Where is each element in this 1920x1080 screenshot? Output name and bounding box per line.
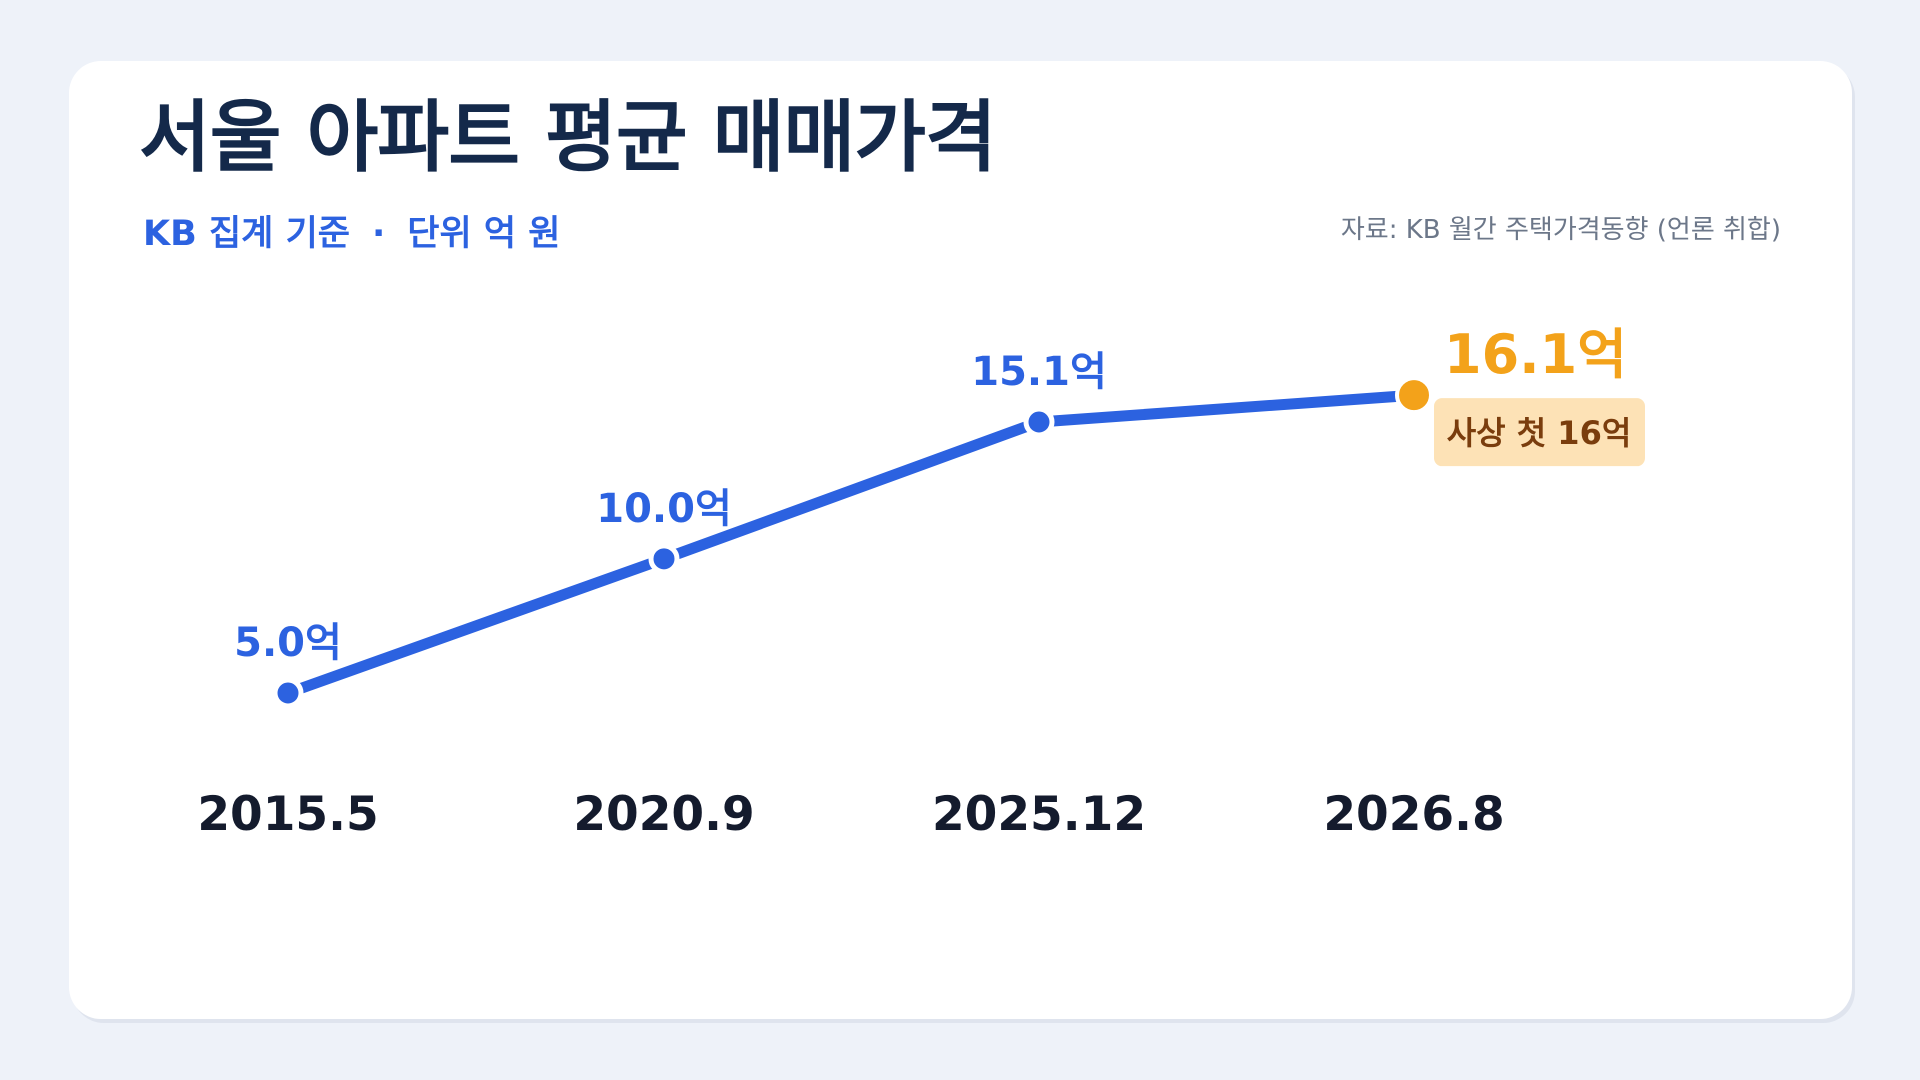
data-label: 15.1억	[971, 349, 1107, 395]
source-note: 자료: KB 월간 주택가격동향 (언론 취합)	[1340, 215, 1781, 245]
subtitle-separator: ·	[371, 214, 386, 254]
x-axis-ticks: 2015.5 2020.9 2025.12 2026.8	[197, 787, 1504, 842]
series-line-segment	[282, 553, 670, 699]
data-label: 5.0억	[234, 620, 342, 666]
annotation-badge	[1434, 398, 1645, 467]
subtitle-unit: 단위 억 원	[407, 214, 561, 254]
data-point	[648, 543, 680, 575]
x-tick-label: 2020.9	[573, 787, 754, 842]
series-line-segment	[1033, 389, 1420, 428]
chart-card	[69, 61, 1852, 1019]
chart-subtitle: KB 집계 기준 · 단위 억 원	[143, 212, 560, 258]
data-label: 16.1억	[1444, 323, 1627, 386]
annotation-text: 사상 첫 16억	[1447, 414, 1632, 452]
x-tick-label: 2025.12	[932, 787, 1146, 842]
x-tick-label: 2026.8	[1323, 787, 1504, 842]
data-point	[272, 677, 304, 709]
chart-title: 서울 아파트 평균 매매가격	[139, 93, 997, 183]
series-line-segment	[658, 416, 1045, 565]
data-label: 10.0억	[596, 486, 732, 532]
data-point	[1023, 406, 1055, 438]
data-point-highlight	[1395, 376, 1433, 415]
subtitle-basis: KB 집계 기준	[143, 214, 350, 254]
x-tick-label: 2015.5	[197, 787, 378, 842]
